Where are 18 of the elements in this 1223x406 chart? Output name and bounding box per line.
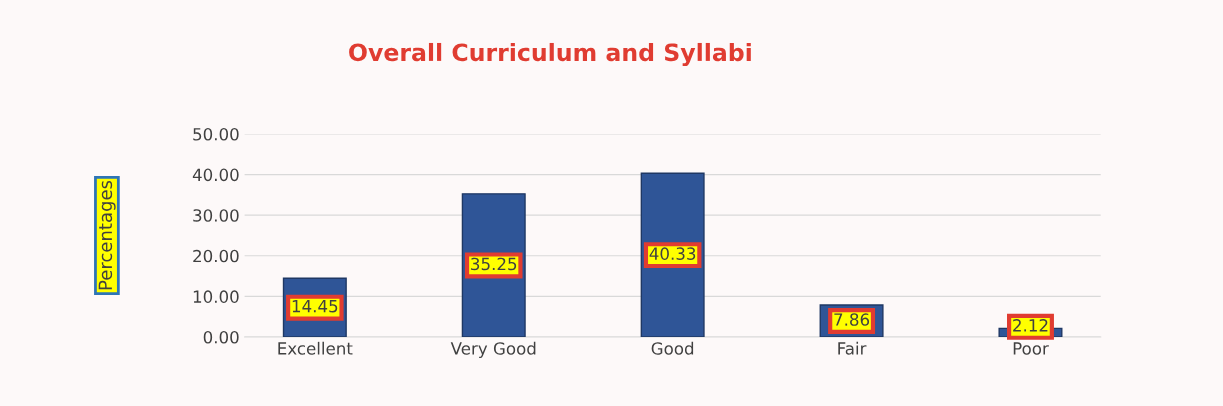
y-tick-label: 20.00 bbox=[193, 249, 239, 263]
x-tick-label: Good bbox=[651, 341, 694, 355]
data-label: 40.33 bbox=[649, 247, 696, 260]
data-label: 35.25 bbox=[471, 257, 517, 271]
y-tick-label: 50.00 bbox=[193, 127, 239, 141]
chart-title: Overall Curriculum and Syllabi bbox=[349, 42, 751, 66]
x-tick-label: Excellent bbox=[278, 341, 353, 355]
x-tick-label: Poor bbox=[1013, 342, 1049, 355]
data-label: 7.86 bbox=[834, 313, 870, 326]
x-tick-label: Very Good bbox=[450, 341, 536, 358]
data-label: 2.12 bbox=[1013, 319, 1048, 332]
x-tick-label: Fair bbox=[838, 341, 867, 355]
y-tick-label: 40.00 bbox=[192, 168, 239, 182]
y-tick-label: 30.00 bbox=[193, 209, 239, 222]
y-tick-label: 10.00 bbox=[193, 290, 239, 303]
y-tick-label: 0.00 bbox=[203, 330, 239, 344]
y-axis-title: Percentages bbox=[98, 180, 116, 290]
data-label: 14.45 bbox=[292, 300, 338, 313]
